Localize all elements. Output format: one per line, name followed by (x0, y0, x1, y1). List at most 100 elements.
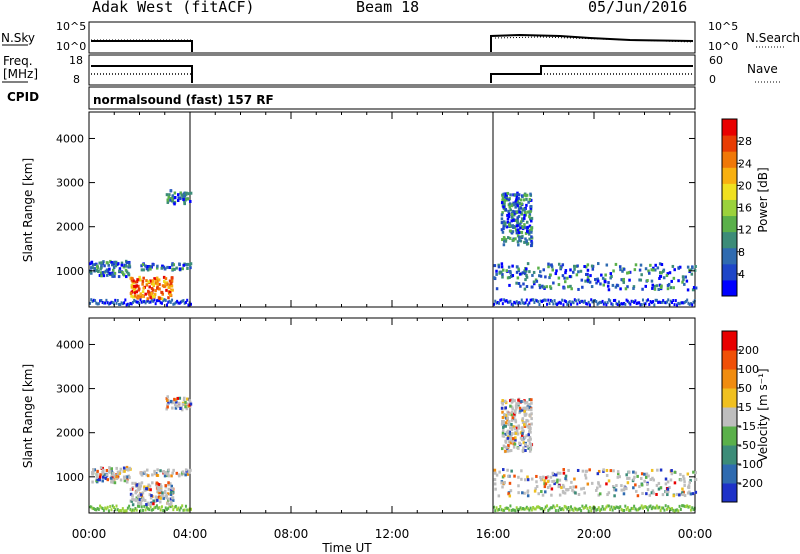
echo-cell (672, 276, 676, 280)
echo-cell (139, 295, 142, 299)
echo-cell (539, 475, 542, 479)
echo-cell (518, 202, 521, 206)
echo-cell (551, 299, 554, 303)
echo-cell (138, 504, 141, 508)
echo-cell (165, 474, 169, 478)
echo-cell (155, 276, 159, 280)
echo-cell (576, 468, 580, 472)
echo-cell (572, 490, 576, 494)
echo-cell (514, 237, 517, 241)
echo-cell (132, 498, 136, 502)
echo-cell (570, 287, 573, 291)
echo-cell (162, 469, 165, 473)
echo-cell (521, 234, 524, 238)
echo-cell (650, 468, 654, 472)
echo-cell (641, 287, 644, 291)
y-tick-label: 3000 (56, 177, 84, 190)
echo-cell (689, 492, 693, 496)
echo-cell (525, 273, 528, 277)
echo-cell (95, 269, 99, 273)
echo-cell (515, 281, 518, 285)
echo-cell (558, 478, 562, 482)
echo-cell (118, 269, 121, 273)
echo-cell (524, 443, 527, 447)
echo-cell (109, 301, 112, 305)
noise-search-trace-2 (490, 33, 694, 52)
echo-cell (130, 283, 134, 287)
echo-cell (99, 267, 102, 271)
echo-cell (150, 494, 153, 498)
echo-cell (132, 286, 136, 290)
echo-cell (508, 481, 512, 485)
echo-cell (122, 273, 126, 277)
echo-cell (583, 491, 586, 495)
echo-cell (167, 483, 170, 487)
echo-cell (669, 478, 673, 482)
echo-cell (659, 300, 662, 304)
echo-cell (499, 298, 502, 302)
echo-cell (165, 288, 168, 292)
echo-cell (524, 237, 527, 241)
echo-cell (513, 300, 516, 304)
echo-cell (164, 277, 168, 281)
echo-cell (604, 273, 607, 277)
echo-cell (130, 499, 134, 503)
echo-cell (672, 494, 676, 498)
echo-cell (158, 490, 162, 494)
echo-cell (505, 445, 508, 449)
echo-cell (521, 491, 524, 495)
echo-cell (146, 297, 149, 301)
echo-cell (190, 302, 192, 306)
echo-cell (173, 267, 176, 271)
echo-cell (156, 264, 159, 268)
echo-cell (510, 508, 513, 512)
echo-cell (629, 508, 632, 512)
echo-cell (509, 193, 512, 197)
echo-cell (178, 404, 181, 408)
echo-cell (639, 303, 642, 307)
echo-cell (148, 285, 151, 289)
echo-cell (673, 470, 677, 474)
echo-cell (508, 269, 512, 273)
echo-cell (628, 301, 631, 305)
echo-cell (522, 441, 526, 445)
echo-cell (89, 301, 91, 305)
echo-cell (604, 507, 607, 511)
echo-cell (543, 479, 546, 483)
echo-cell (145, 473, 149, 477)
echo-cell (505, 421, 508, 425)
echo-cell (150, 508, 153, 512)
echo-cell (607, 491, 611, 495)
echo-cell (151, 473, 154, 477)
echo-cell (590, 509, 593, 513)
echo-cell (532, 280, 536, 284)
echo-cell (523, 213, 526, 217)
echo-cell (563, 286, 566, 290)
echo-cell (632, 285, 636, 289)
echo-cell (144, 292, 147, 296)
echo-cell (632, 286, 635, 290)
echo-cell (567, 506, 570, 510)
echo-cell (502, 224, 505, 228)
echo-cell (179, 191, 182, 195)
echo-cell (661, 269, 665, 273)
echo-cell (623, 301, 626, 305)
echo-cell (159, 508, 162, 512)
noise-sky-trace-2 (494, 36, 694, 43)
echo-cell (510, 212, 514, 216)
echo-cell (162, 265, 166, 269)
time-xlabel: Time UT (321, 541, 372, 554)
echo-cell (132, 295, 135, 299)
echo-cell (554, 302, 557, 306)
echo-cell (544, 505, 547, 509)
echo-cell (552, 281, 555, 285)
echo-cell (525, 267, 528, 271)
echo-cell (691, 266, 694, 270)
echo-cell (501, 275, 504, 279)
echo-cell (149, 267, 152, 271)
echo-cell (135, 508, 138, 512)
echo-cell (515, 210, 518, 214)
echo-cell (510, 405, 514, 409)
echo-cell (529, 192, 532, 196)
